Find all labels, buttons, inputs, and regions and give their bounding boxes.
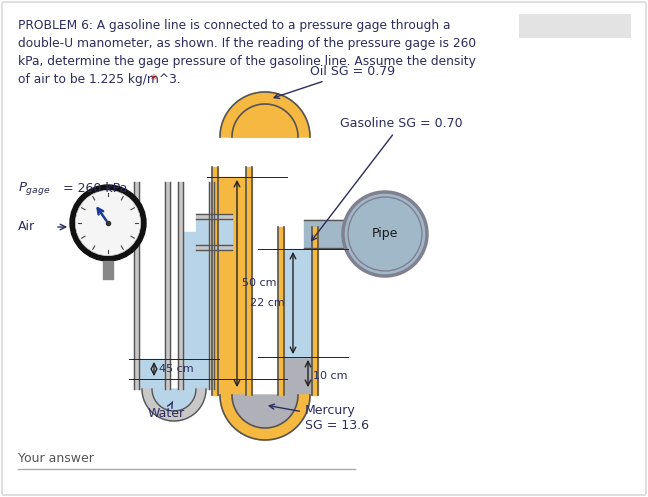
Text: of air to be 1.225 kg/m^3.: of air to be 1.225 kg/m^3. <box>18 73 181 86</box>
Circle shape <box>75 190 141 255</box>
Text: kPa, determine the gage pressure of the gasoline line. Assume the density: kPa, determine the gage pressure of the … <box>18 55 476 68</box>
Text: Gasoline SG = 0.70: Gasoline SG = 0.70 <box>312 117 463 241</box>
Text: 45 cm: 45 cm <box>159 364 194 374</box>
Text: = 260 kPa: = 260 kPa <box>63 182 128 195</box>
Polygon shape <box>220 395 310 440</box>
Polygon shape <box>152 389 196 411</box>
Text: $P_{\mathregular{gage}}$: $P_{\mathregular{gage}}$ <box>18 180 51 197</box>
Polygon shape <box>142 389 206 421</box>
Text: Your answer: Your answer <box>18 452 94 466</box>
Circle shape <box>348 197 422 271</box>
Text: 22 cm: 22 cm <box>250 298 285 308</box>
Text: *: * <box>146 73 157 86</box>
Text: Air: Air <box>18 221 35 234</box>
Circle shape <box>343 192 427 276</box>
Text: 10 cm: 10 cm <box>313 371 347 381</box>
Polygon shape <box>232 104 298 137</box>
Text: Pipe: Pipe <box>372 228 398 241</box>
Text: Oil SG = 0.79: Oil SG = 0.79 <box>274 65 395 98</box>
Polygon shape <box>220 92 310 137</box>
Text: 50 cm: 50 cm <box>242 278 277 288</box>
Text: PROBLEM 6: A gasoline line is connected to a pressure gage through a: PROBLEM 6: A gasoline line is connected … <box>18 19 450 32</box>
Text: Mercury
SG = 13.6: Mercury SG = 13.6 <box>270 404 369 432</box>
Circle shape <box>70 185 146 261</box>
Text: Water: Water <box>148 402 185 420</box>
Polygon shape <box>232 395 298 428</box>
FancyBboxPatch shape <box>519 14 631 38</box>
Text: double-U manometer, as shown. If the reading of the pressure gage is 260: double-U manometer, as shown. If the rea… <box>18 37 476 50</box>
